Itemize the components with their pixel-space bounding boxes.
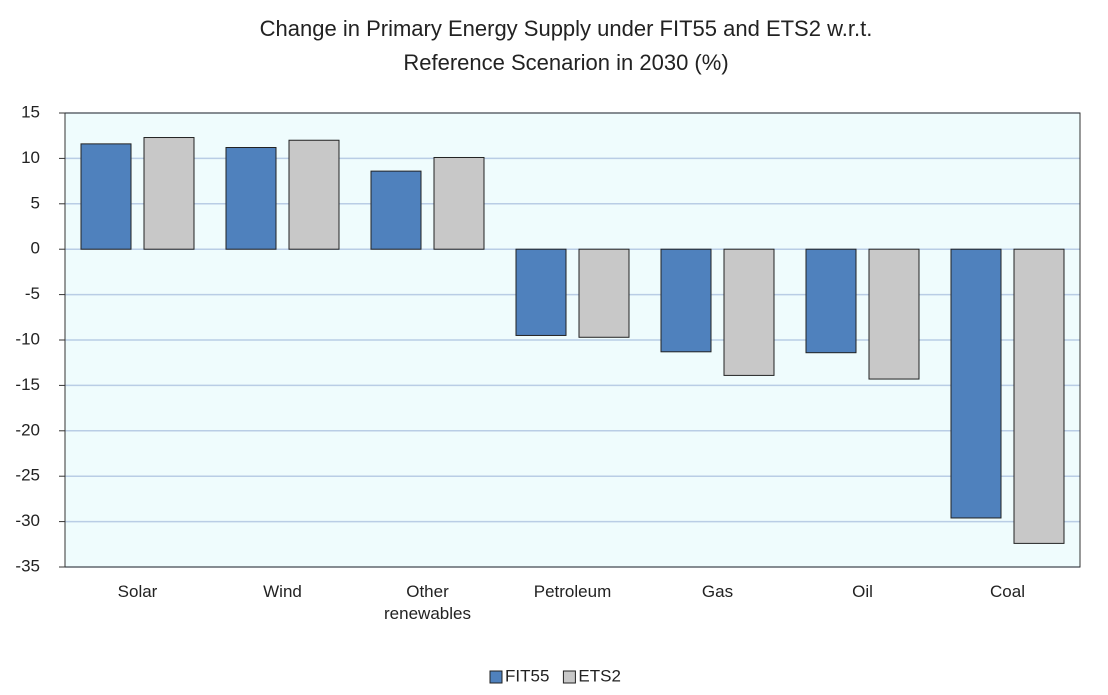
bar bbox=[80, 143, 132, 250]
x-tick-label: Coal bbox=[990, 582, 1025, 601]
bar bbox=[288, 139, 340, 250]
bar bbox=[660, 248, 712, 353]
x-tick-label: Wind bbox=[263, 582, 302, 601]
y-tick-label: 5 bbox=[31, 193, 40, 212]
legend-swatch bbox=[489, 670, 503, 684]
legend-label: ETS2 bbox=[578, 666, 621, 685]
x-tick-label: Other renewables bbox=[384, 582, 471, 623]
y-tick-label: -35 bbox=[15, 556, 40, 575]
y-tick-label: 0 bbox=[31, 239, 40, 258]
y-tick-label: -15 bbox=[15, 375, 40, 394]
bar bbox=[805, 248, 857, 354]
x-tick-label: Gas bbox=[701, 582, 734, 601]
legend-swatch bbox=[562, 670, 576, 684]
y-tick-label: -30 bbox=[15, 511, 40, 530]
legend-label: FIT55 bbox=[505, 666, 549, 685]
bar bbox=[433, 156, 485, 250]
y-tick-label: -25 bbox=[15, 466, 40, 485]
chart-title: Reference Scenarion in 2030 (%) bbox=[403, 50, 728, 75]
bar bbox=[515, 248, 567, 336]
plot-border bbox=[64, 112, 1081, 568]
bar bbox=[370, 170, 422, 250]
y-tick-label: 10 bbox=[21, 148, 40, 167]
bar bbox=[868, 248, 920, 380]
bar bbox=[143, 137, 195, 250]
x-tick-label: Petroleum bbox=[533, 582, 612, 601]
y-tick-label: -5 bbox=[25, 284, 40, 303]
bar bbox=[723, 248, 775, 376]
bar bbox=[1013, 248, 1065, 544]
y-tick-label: -20 bbox=[15, 420, 40, 439]
bar bbox=[225, 147, 277, 250]
x-tick-label: Oil bbox=[852, 582, 873, 601]
chart-title: Change in Primary Energy Supply under FI… bbox=[260, 16, 873, 41]
y-tick-label: 15 bbox=[21, 102, 40, 121]
bar bbox=[578, 248, 630, 338]
bar bbox=[950, 248, 1002, 519]
y-tick-label: -10 bbox=[15, 329, 40, 348]
x-tick-label: Solar bbox=[117, 582, 158, 601]
